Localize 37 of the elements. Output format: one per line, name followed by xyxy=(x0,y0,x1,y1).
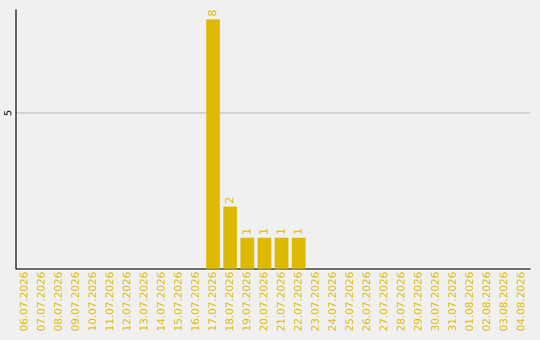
x-tick-label: 17.07.2026 xyxy=(208,272,216,330)
x-tick-label: 18.07.2026 xyxy=(225,272,234,330)
x-tick-label: 04.08.2026 xyxy=(516,272,524,331)
x-tick-label: 15.07.2026 xyxy=(174,272,182,330)
x-tick-label: 07.07.2026 xyxy=(36,272,45,331)
x-tick-label: 09.07.2026 xyxy=(71,272,79,331)
x-tick-label: 20.07.2026 xyxy=(260,272,268,331)
data-label: 1 xyxy=(294,228,302,234)
x-tick-label: 21.07.2026 xyxy=(276,272,285,331)
data-label: 2 xyxy=(224,198,234,203)
x-tick-label: 16.07.2026 xyxy=(191,272,199,330)
data-label: 1 xyxy=(276,228,285,234)
x-tick-label: 19.07.2026 xyxy=(242,272,250,330)
data-label: 8 xyxy=(208,10,216,16)
x-tick-label: 01.08.2026 xyxy=(465,272,474,331)
x-tick-label: 27.07.2026 xyxy=(380,272,388,331)
x-tick-label: 12.07.2026 xyxy=(122,272,130,330)
x-tick-label: 13.07.2026 xyxy=(140,272,148,330)
x-tick-label: 10.07.2026 xyxy=(88,272,96,330)
x-tick-label: 22.07.2026 xyxy=(294,272,302,331)
x-tick-label: 23.07.2026 xyxy=(310,272,319,331)
x-tick-label: 31.07.2026 xyxy=(448,272,456,331)
x-tick-label: 02.08.2026 xyxy=(482,272,490,331)
x-tick-label: 25.07.2026 xyxy=(345,272,354,331)
data-label: 1 xyxy=(242,228,250,234)
x-tick-label: 03.08.2026 xyxy=(499,272,508,331)
x-tick-label: 29.07.2026 xyxy=(414,272,422,331)
x-tick-label: 26.07.2026 xyxy=(362,272,370,331)
x-tick-label: 11.07.2026 xyxy=(105,272,114,330)
x-tick-label: 28.07.2026 xyxy=(396,272,405,331)
data-label: 1 xyxy=(259,228,268,234)
x-tick-label: 14.07.2026 xyxy=(156,272,165,330)
x-tick-label: 30.07.2026 xyxy=(430,272,439,331)
x-tick-label: 08.07.2026 xyxy=(54,272,62,331)
x-tick-label: 06.07.2026 xyxy=(20,272,28,331)
x-tick-label: 24.07.2026 xyxy=(328,272,336,331)
y-tick-label: 5 xyxy=(4,110,12,116)
